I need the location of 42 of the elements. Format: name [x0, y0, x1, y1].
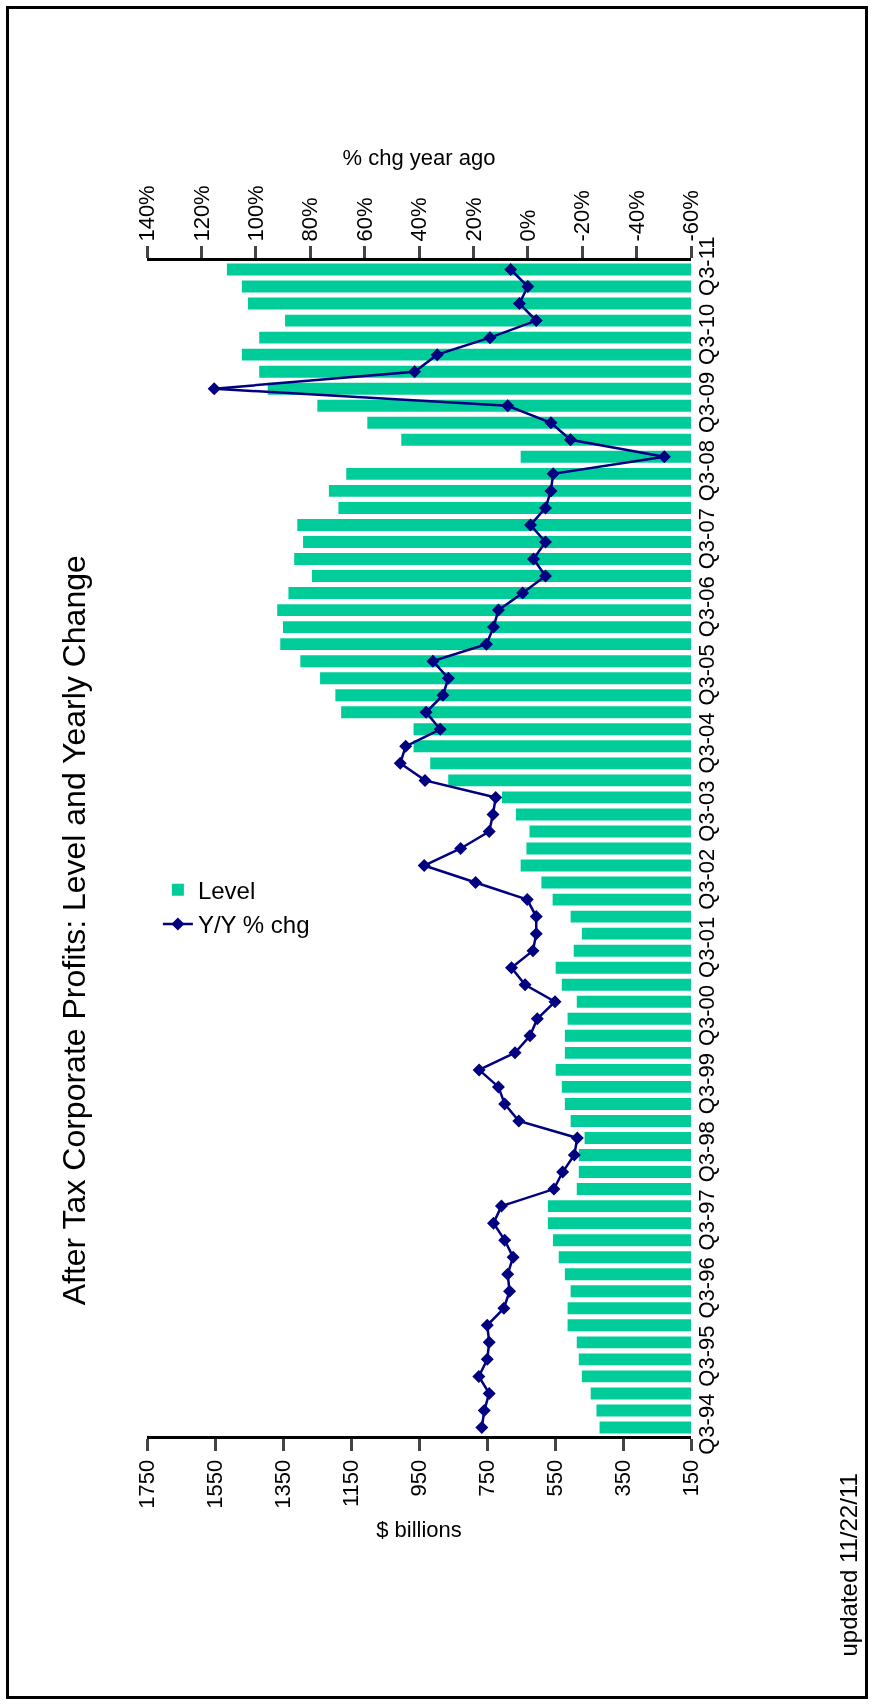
y-tick-label: Q3-98 — [694, 1121, 719, 1183]
x2-tick-label: 140% — [134, 185, 160, 242]
x2-tick-label: 20% — [460, 197, 486, 242]
y-tick-label: Q3-97 — [694, 1189, 719, 1251]
y-tick-label: Q3-10 — [694, 303, 719, 365]
y-tick-label: Q3-94 — [694, 1393, 719, 1455]
text: After Tax Corporate Profits: Level and Yearly Change — [55, 555, 92, 1306]
x2-tick-label: 100% — [242, 185, 268, 242]
y-tick-label: Q3-06 — [694, 576, 719, 638]
x2-tick-label: 0% — [514, 209, 540, 242]
x-tick-label: 1550 — [202, 1459, 228, 1509]
legend-label: Y/Y % chg — [197, 911, 310, 939]
x-tick-label: 750 — [474, 1459, 500, 1497]
x-tick-label: 150 — [678, 1459, 704, 1497]
x-tick-label: 1750 — [134, 1459, 160, 1509]
y-tick-label: Q3-02 — [694, 848, 719, 910]
x-tick-label: 350 — [610, 1459, 636, 1497]
y-tick-label: Q3-05 — [694, 644, 719, 706]
x2-tick-label: 120% — [188, 185, 214, 242]
x2-tick-label: -20% — [569, 190, 595, 242]
y-tick-label: Q3-96 — [694, 1257, 719, 1319]
x2-tick-label: 80% — [297, 197, 323, 242]
x2-tick-label: -40% — [623, 190, 649, 242]
x2-tick-label: 60% — [351, 197, 377, 242]
y-tick-label: Q3-99 — [694, 1053, 719, 1115]
text: updated 11/22/11 — [835, 1473, 863, 1657]
x-tick-label: 950 — [406, 1459, 432, 1497]
legend-label: Level — [197, 877, 256, 905]
y-tick-label: Q3-95 — [694, 1325, 719, 1387]
y-tick-label: Q3-09 — [694, 371, 719, 434]
y-tick-label: Q3-04 — [694, 712, 719, 774]
y-tick-label: Q3-07 — [694, 508, 719, 570]
y-tick-label: Q3-08 — [694, 439, 719, 502]
x2-tick-label: 40% — [406, 197, 432, 242]
y-tick-label: Q3-01 — [694, 916, 719, 978]
x-tick-label: 1350 — [270, 1459, 296, 1509]
y-tick-label: Q3-00 — [694, 984, 719, 1047]
x-tick-label: 1150 — [338, 1459, 364, 1508]
y-tick-label: Q3-03 — [694, 780, 719, 842]
x-tick-label: 550 — [542, 1459, 568, 1497]
x-axis-title: $ billions — [376, 1516, 462, 1542]
x2-axis-title: % chg year ago — [342, 145, 496, 171]
